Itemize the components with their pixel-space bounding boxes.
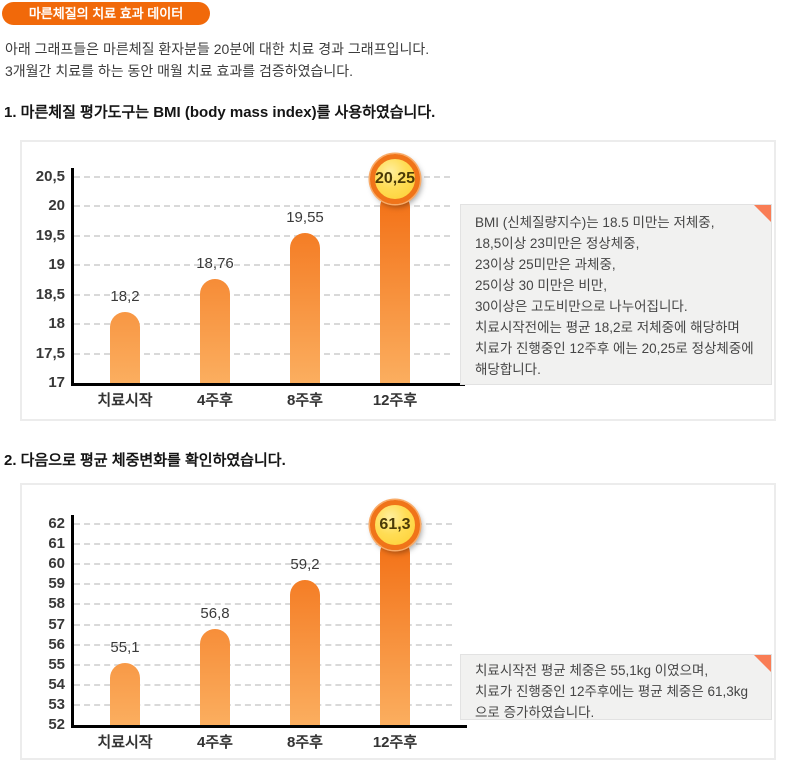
bar-8주후 [290,580,320,725]
y-tick-label: 62 [48,515,65,532]
y-tick-label: 61 [48,535,65,553]
note-line: 치료시작전에는 평균 18,2로 저체중에 해당하며 [475,320,740,335]
x-axis-line [71,383,465,386]
gridline [74,293,450,296]
note-line: 30이상은 고도비만으로 나누어집니다. [475,299,688,314]
y-tick-label: 19 [48,256,65,274]
gridline [74,264,450,267]
note-line: 치료가 진행중인 12주후에는 평균 체중은 61,3kg [475,684,749,699]
page-title-badge: 마른체질의 치료 효과 데이터 [2,2,210,25]
highlight-badge: 61,3 [370,500,420,550]
bar-8주후 [290,233,320,383]
bar-value-label: 59,2 [290,556,320,573]
gridline [74,563,452,566]
x-category-label: 8주후 [287,392,323,409]
weight-chart-card: 62 61 60 59 58 57 56 55 54 53 52 55,1 56,8 59,2 61,3 치료… [20,483,776,760]
x-axis-line [71,725,467,728]
x-category-label: 치료시작 [97,734,153,751]
bmi-note-box: BMI (신체질량지수)는 18.5 미만는 저체중, 18,5이상 23미만은… [460,204,772,385]
note-line: 해당합니다. [475,362,541,377]
x-category-label: 4주후 [197,392,233,409]
y-tick-label: 17,5 [35,344,65,362]
gridline [74,643,452,646]
gridline [74,583,452,586]
bar-4주후 [200,279,230,383]
y-axis-line [71,515,74,728]
gridline [74,523,452,525]
section-2-heading: 2. 다음으로 평균 체중변화를 확인하였습니다. [4,452,286,469]
intro-line-2: 3개월간 치료를 하는 동안 매월 치료 효과를 검증하였습니다. [5,63,354,79]
x-category-label: 12주후 [372,734,418,751]
note-line: BMI (신체질량지수)는 18.5 미만는 저체중, [475,215,715,230]
gridline [74,703,452,706]
y-tick-label: 59 [48,575,65,593]
y-tick-label: 20,5 [35,168,65,185]
gridline [74,603,452,606]
note-line: 치료시작전 평균 체중은 55,1kg 이였으며, [475,663,709,678]
y-tick-label: 58 [48,595,65,613]
gridline [74,323,450,326]
x-category-label: 치료시작 [97,392,153,409]
weight-note-box: 치료시작전 평균 체중은 55,1kg 이였으며, 치료가 진행중인 12주후에… [460,654,772,720]
gridline [74,234,450,237]
y-tick-label: 53 [48,695,65,713]
gridline [74,623,452,626]
y-tick-label: 52 [48,716,65,733]
note-corner-icon [754,655,771,672]
bar-value-label: 19,55 [286,209,324,226]
highlight-badge: 20,25 [370,154,420,204]
gridline [74,683,452,686]
bar-치료시작 [110,312,140,383]
bar-value-label: 56,8 [200,605,230,622]
note-line: 23이상 25미만은 과체중, [475,257,616,272]
bar-value-label: 18,76 [196,255,234,272]
y-tick-label: 54 [48,675,65,693]
bar-치료시작 [110,663,140,725]
y-tick-label: 18,5 [35,285,65,303]
weight-bar-chart: 62 61 60 59 58 57 56 55 54 53 52 55,1 56,8 59,2 61,3 치료… [22,485,774,758]
gridline [74,543,452,546]
gridline [74,663,452,666]
intro-text: 아래 그래프들은 마른체질 환자분들 20분에 대한 치료 경과 그래프입니다.… [5,38,429,82]
bar-value-label: 18,2 [110,288,140,305]
bar-12주후 [380,538,410,725]
y-tick-label: 18 [48,315,65,333]
y-tick-label: 20 [48,197,65,215]
bmi-chart-card: 20,5 20 19,5 19 18,5 18 17,5 17 18,2 18,76 19,55 20… [20,140,776,421]
section-1-heading: 1. 마른체질 평가도구는 BMI (body mass index)를 사용하… [4,104,436,121]
gridline [74,352,450,355]
y-tick-label: 60 [48,555,65,573]
y-tick-label: 56 [48,635,65,653]
note-line: 으로 증가하였습니다. [475,705,595,720]
note-line: 치료가 진행중인 12주후 에는 20,25로 정상체중에 [475,341,754,356]
y-tick-label: 57 [48,615,65,633]
bmi-bar-chart: 20,5 20 19,5 19 18,5 18 17,5 17 18,2 18,76 19,55 20… [22,142,774,419]
note-line: 25이상 30 미만은 비만, [475,278,607,293]
gridline [74,205,450,208]
bar-value-label: 55,1 [110,639,140,656]
y-tick-label: 55 [48,655,65,673]
y-tick-label: 17 [48,374,65,391]
intro-line-1: 아래 그래프들은 마른체질 환자분들 20분에 대한 치료 경과 그래프입니다. [5,41,430,57]
x-category-label: 12주후 [372,392,418,409]
bar-12주후 [380,192,410,383]
x-category-label: 4주후 [197,734,233,751]
bar-4주후 [200,629,230,725]
note-line: 18,5이상 23미만은 정상체중, [475,236,640,251]
gridline [74,176,450,178]
note-corner-icon [754,205,771,222]
x-category-label: 8주후 [287,734,323,751]
y-tick-label: 19,5 [35,226,65,244]
y-axis-line [71,168,74,386]
